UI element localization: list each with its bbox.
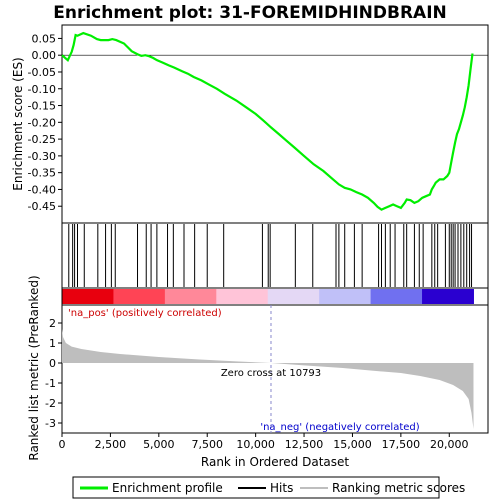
es-y-tick-label: -0.40 xyxy=(28,183,56,196)
x-tick-label: 0 xyxy=(59,438,66,451)
es-y-tick-label: -0.30 xyxy=(28,150,56,163)
heat-segment xyxy=(62,289,114,304)
hits-panel xyxy=(61,222,489,289)
x-tick-label: 2,500 xyxy=(95,438,127,451)
heat-segment xyxy=(422,289,474,304)
metric-x-ticks: 0 2,500 5,000 7,500 10,000 12,500 15,000 17,500… xyxy=(59,433,469,451)
x-tick-label: 17,500 xyxy=(382,438,421,451)
hits-frame xyxy=(61,222,489,289)
heat-segment xyxy=(164,289,217,304)
x-tick-label: 12,500 xyxy=(285,438,324,451)
metric-y-tick-label: -2 xyxy=(45,397,56,410)
es-y-tick-label: -0.45 xyxy=(28,200,56,213)
es-panel: 0.05 0.00 -0.05 -0.10 -0.15 -0.20 -0.25 -0.30 -0… xyxy=(11,24,489,224)
x-tick-label: 10,000 xyxy=(236,438,275,451)
x-tick-label: 20,000 xyxy=(430,438,469,451)
es-y-tick-label: -0.15 xyxy=(28,100,56,113)
x-tick-label: 15,000 xyxy=(333,438,372,451)
heat-bar xyxy=(61,287,489,306)
chart-title: Enrichment plot: 31-FOREMIDHINDBRAIN xyxy=(53,3,447,23)
x-tick-label: 5,000 xyxy=(143,438,175,451)
negative-correlation-label: 'na_neg' (negatively correlated) xyxy=(260,422,419,433)
es-y-axis-label: Enrichment score (ES) xyxy=(11,57,25,190)
metric-y-tick-label: 2 xyxy=(49,317,56,330)
es-y-tick-label: -0.20 xyxy=(28,116,56,129)
metric-y-axis-label: Ranked list metric (PreRanked) xyxy=(27,275,41,460)
metric-panel: 2 1 0 -1 -2 -3 0 2,500 5,000 7,500 10,000 12,500 15… xyxy=(27,275,489,469)
metric-y-tick-label: 0 xyxy=(49,357,56,370)
heat-segment xyxy=(267,289,320,304)
metric-y-tick-label: 1 xyxy=(49,337,56,350)
legend-enrichment-label: Enrichment profile xyxy=(112,481,223,495)
es-y-tick-label: -0.05 xyxy=(28,66,56,79)
zero-cross-label: Zero cross at 10793 xyxy=(221,368,321,379)
positive-correlation-label: 'na_pos' (positively correlated) xyxy=(68,308,222,319)
legend: Enrichment profile Hits Ranking metric s… xyxy=(72,476,465,499)
x-tick-label: 7,500 xyxy=(191,438,223,451)
legend-metric-label: Ranking metric scores xyxy=(332,481,465,495)
heat-segment xyxy=(113,289,166,304)
es-y-tick-label: 0.00 xyxy=(32,49,57,62)
heat-segment xyxy=(216,289,269,304)
hit-marks xyxy=(68,224,473,287)
enrichment-profile-line xyxy=(61,31,474,211)
metric-plot-frame xyxy=(61,304,489,434)
heat-segment xyxy=(319,289,372,304)
es-y-ticks: 0.05 0.00 -0.05 -0.10 -0.15 -0.20 -0.25 -0.30 -0… xyxy=(28,32,62,213)
es-y-tick-label: -0.35 xyxy=(28,167,56,180)
es-y-tick-label: -0.10 xyxy=(28,83,56,96)
legend-hits-label: Hits xyxy=(270,481,293,495)
heat-segment xyxy=(370,289,423,304)
metric-y-tick-label: -1 xyxy=(45,377,56,390)
es-plot-frame xyxy=(61,24,489,224)
x-axis-label: Rank in Ordered Dataset xyxy=(201,455,349,469)
es-y-tick-label: 0.05 xyxy=(32,32,57,45)
metric-y-ticks: 2 1 0 -1 -2 -3 xyxy=(45,317,62,430)
metric-y-tick-label: -3 xyxy=(45,417,56,430)
es-y-tick-label: -0.25 xyxy=(28,133,56,146)
ranking-metric-area xyxy=(62,329,474,429)
